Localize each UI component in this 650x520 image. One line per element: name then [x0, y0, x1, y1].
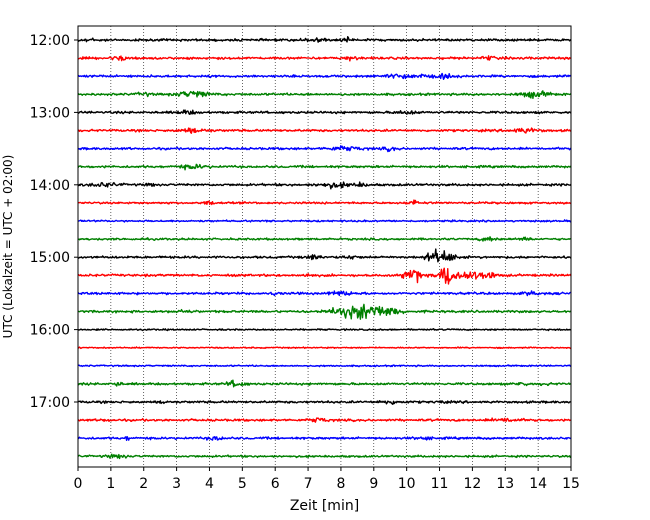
x-tick-label: 3 [172, 476, 181, 492]
y-tick-label: 16:00 [30, 323, 70, 339]
trace-1315 [78, 127, 572, 134]
y-tick-label: 12:00 [30, 33, 70, 49]
trace-1630 [77, 364, 572, 368]
trace-1600 [77, 328, 572, 332]
trace-1200 [77, 36, 572, 43]
trace-1330 [77, 145, 572, 153]
x-tick-label: 8 [336, 476, 345, 492]
seismic-traces [77, 36, 572, 460]
x-tick-label: 9 [369, 476, 378, 492]
trace-1345 [77, 163, 572, 171]
trace-1645 [77, 379, 572, 388]
trace-1415 [77, 199, 572, 206]
trace-1430 [77, 219, 572, 223]
trace-1400 [77, 181, 572, 190]
x-tick-label: 13 [496, 476, 514, 492]
x-tick-label: 12 [463, 476, 481, 492]
x-tick-label: 4 [205, 476, 214, 492]
y-tick-label: 15:00 [30, 250, 70, 266]
x-tick-label: 15 [562, 476, 580, 492]
trace-1700 [77, 399, 572, 405]
y-tick-label: 17:00 [30, 395, 70, 411]
trace-1545 [77, 303, 572, 320]
y-tick-label: 13:00 [30, 105, 70, 121]
trace-1230 [77, 72, 572, 81]
trace-1745 [77, 453, 572, 460]
x-tick-label: 14 [529, 476, 547, 492]
trace-1715 [77, 417, 572, 423]
trace-1215 [77, 55, 572, 62]
trace-1500 [77, 248, 572, 263]
trace-1730 [77, 436, 572, 442]
trace-1445 [77, 236, 572, 242]
x-tick-label: 10 [398, 476, 416, 492]
x-tick-label: 7 [304, 476, 313, 492]
x-tick-label: 5 [238, 476, 247, 492]
x-tick-label: 11 [431, 476, 449, 492]
x-tick-label: 2 [139, 476, 148, 492]
x-tick-label: 0 [74, 476, 83, 492]
x-axis-ticks: 0 1 2 3 4 5 6 7 8 9 10 11 12 13 14 15 [74, 467, 580, 492]
plot-frame [77, 25, 572, 468]
y-axis-ticks: 12:00 13:00 14:00 15:00 16:00 17:00 [30, 33, 78, 411]
x-axis-label: Zeit [min] [290, 498, 359, 514]
x-tick-label: 6 [271, 476, 280, 492]
trace-1245 [77, 90, 572, 100]
trace-1300 [77, 109, 572, 115]
trace-1615 [77, 346, 572, 350]
trace-1515 [77, 267, 572, 285]
trace-1530 [77, 290, 572, 297]
x-tick-label: 1 [106, 476, 115, 492]
y-tick-label: 14:00 [30, 178, 70, 194]
y-axis-label: UTC (Lokalzeit = UTC + 02:00) [1, 155, 15, 339]
